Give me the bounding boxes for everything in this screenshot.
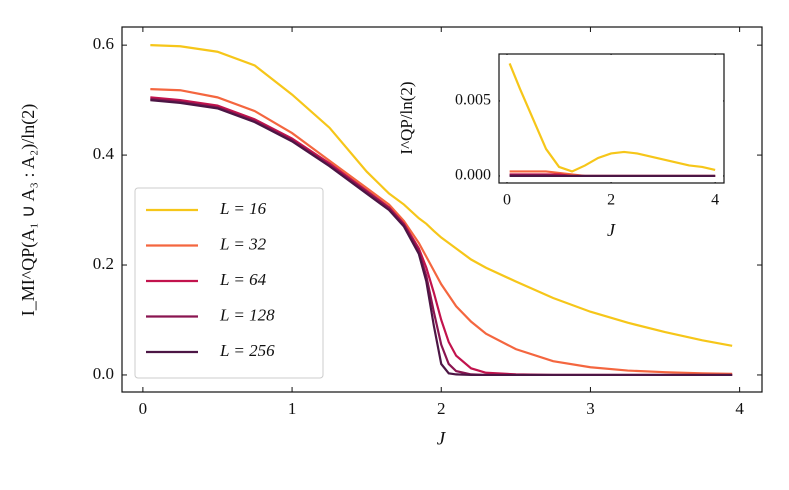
y-tick-label: 0.005 bbox=[455, 92, 491, 109]
x-tick-label: 2 bbox=[607, 192, 615, 209]
x-tick-label: 2 bbox=[437, 399, 446, 418]
axes-frame bbox=[121, 26, 763, 393]
inset-bg bbox=[500, 55, 723, 182]
y-tick-label: 0.4 bbox=[93, 144, 115, 163]
legend-label: L = 128 bbox=[219, 305, 275, 324]
x-axis-label: J bbox=[607, 220, 616, 240]
legend-label: L = 16 bbox=[219, 199, 267, 218]
x-tick-label: 0 bbox=[503, 192, 511, 209]
x-tick-label: 3 bbox=[586, 399, 595, 418]
legend-box bbox=[134, 187, 324, 379]
y-tick-label: 0.6 bbox=[93, 34, 114, 53]
x-tick-label: 4 bbox=[711, 192, 719, 209]
x-tick-label: 1 bbox=[288, 399, 297, 418]
legend-label: L = 256 bbox=[219, 341, 275, 360]
x-tick-label: 4 bbox=[735, 399, 744, 418]
series-line bbox=[150, 99, 733, 377]
y-tick-label: 0.000 bbox=[455, 167, 491, 184]
series-line bbox=[150, 44, 733, 347]
legend-label: L = 64 bbox=[219, 270, 267, 289]
series-line bbox=[150, 88, 733, 375]
x-axis-label: J bbox=[437, 428, 447, 449]
y-axis-label: I^QP/ln(2) bbox=[397, 81, 416, 154]
y-tick-label: 0.2 bbox=[93, 254, 114, 273]
x-tick-label: 0 bbox=[139, 399, 148, 418]
legend-label: L = 32 bbox=[219, 234, 267, 253]
y-tick-label: 0.0 bbox=[93, 364, 114, 383]
series-line bbox=[508, 63, 716, 173]
y-axis-label: I_MI^QP(A₁ ∪ A₃ : A₂)/ln(2) bbox=[18, 104, 39, 316]
